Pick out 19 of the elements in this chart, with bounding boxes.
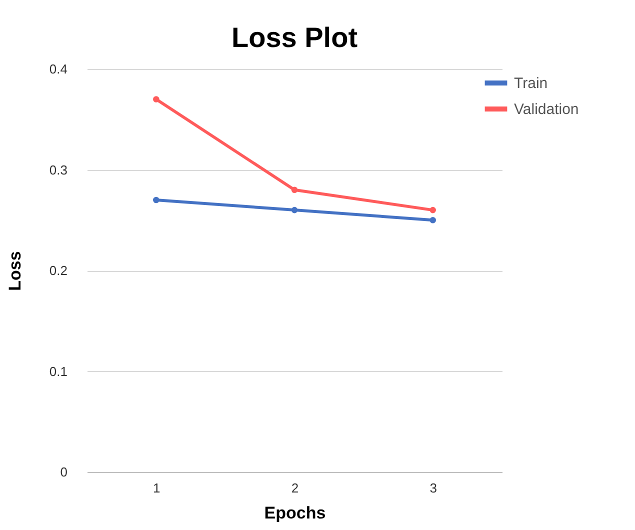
point bbox=[430, 206, 436, 214]
point bbox=[291, 186, 298, 194]
y-tick-label: 0.2 bbox=[49, 263, 68, 278]
point bbox=[153, 96, 160, 102]
y-tick-label: 0 bbox=[60, 464, 68, 480]
y-tick-label: 0.1 bbox=[49, 364, 68, 379]
y-tick-label: 0.3 bbox=[49, 162, 68, 178]
x-tick-label: 1 bbox=[153, 480, 160, 496]
x-tick-label: 2 bbox=[291, 480, 299, 496]
chart-title: Loss Plot bbox=[231, 22, 358, 53]
x-tick-label: 3 bbox=[430, 480, 437, 496]
point bbox=[291, 206, 298, 214]
legend-label: Train bbox=[514, 75, 548, 92]
y-axis-title: Loss bbox=[5, 251, 24, 291]
legend-label: Validation bbox=[514, 101, 579, 118]
point bbox=[430, 216, 436, 224]
y-tick-label: 0.4 bbox=[49, 62, 68, 76]
point bbox=[153, 196, 160, 204]
x-axis-title: Epochs bbox=[264, 504, 326, 522]
